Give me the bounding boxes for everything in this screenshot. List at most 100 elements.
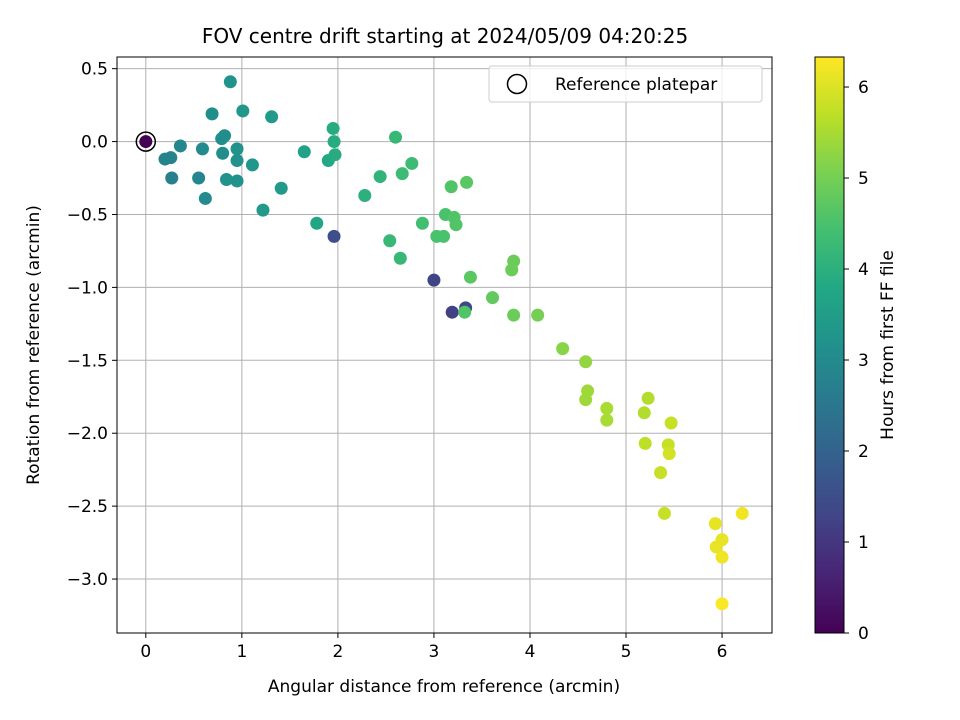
x-tick-label: 6: [717, 642, 728, 662]
data-point: [297, 145, 311, 159]
data-point: [437, 229, 451, 243]
colorbar-tick-label: 5: [858, 169, 869, 189]
data-point: [218, 129, 232, 143]
colorbar-gradient: [814, 56, 845, 634]
data-point: [460, 175, 474, 189]
data-point: [600, 401, 614, 415]
data-point: [507, 308, 521, 322]
data-point: [165, 171, 179, 185]
y-tick-label: −1.5: [67, 351, 108, 371]
chart-title: FOV centre drift starting at 2024/05/09 …: [202, 24, 688, 48]
legend-marker-icon: [506, 73, 528, 95]
data-point: [256, 203, 270, 217]
data-point: [274, 181, 288, 195]
data-point: [664, 416, 678, 430]
data-point: [638, 436, 652, 450]
data-point: [327, 229, 341, 243]
data-point: [327, 135, 341, 149]
data-point: [173, 139, 187, 153]
data-point: [405, 156, 419, 170]
data-point: [328, 148, 342, 162]
data-point: [230, 142, 244, 156]
colorbar-tick-label: 1: [858, 533, 869, 553]
data-point: [415, 216, 429, 230]
data-point: [393, 251, 407, 265]
data-point: [708, 517, 722, 531]
x-axis-label: Angular distance from reference (arcmin): [268, 677, 620, 697]
data-point: [449, 218, 463, 232]
data-point: [389, 130, 403, 144]
data-point: [556, 342, 570, 356]
colorbar-label: Hours from first FF file: [878, 250, 898, 440]
y-tick-label: 0.0: [81, 133, 108, 153]
grid: [117, 57, 772, 633]
data-point: [198, 191, 212, 205]
colorbar-tick-label: 6: [858, 78, 869, 98]
data-point: [205, 107, 219, 121]
data-point: [326, 121, 340, 135]
data-point: [219, 172, 233, 186]
colorbar-tick-label: 4: [858, 260, 869, 280]
data-point: [507, 254, 521, 268]
data-point: [579, 355, 593, 369]
data-point: [216, 146, 230, 160]
data-point: [654, 466, 668, 480]
data-point: [164, 151, 178, 165]
data-point: [637, 406, 651, 420]
x-tick-label: 1: [236, 642, 247, 662]
data-point: [383, 234, 397, 248]
y-tick-label: −1.0: [67, 278, 108, 298]
data-point: [230, 154, 244, 168]
x-tick-label: 0: [140, 642, 151, 662]
data-point: [139, 135, 153, 149]
x-tick-label: 2: [332, 642, 343, 662]
data-point: [657, 506, 671, 520]
data-point: [230, 174, 244, 188]
data-point: [600, 413, 614, 427]
y-tick-label: 0.5: [81, 60, 108, 80]
data-point: [715, 597, 729, 611]
data-point: [458, 305, 472, 319]
data-point: [395, 167, 409, 181]
plot-frame: [116, 56, 773, 634]
data-point: [373, 170, 387, 184]
x-tick-label: 5: [621, 642, 632, 662]
x-tick-label: 3: [429, 642, 440, 662]
data-point: [662, 447, 676, 461]
y-axis-ticks: 0.5 0.0 −0.5 −1.0 −1.5 −2.0 −2.5 −3.0: [67, 60, 117, 590]
data-point: [641, 391, 655, 405]
data-point: [715, 550, 729, 564]
y-tick-label: −2.5: [67, 497, 108, 517]
data-point: [223, 75, 237, 89]
y-tick-label: −3.0: [67, 570, 108, 590]
data-point: [444, 180, 458, 194]
scatter-points: [139, 75, 749, 611]
data-point: [265, 110, 279, 124]
legend: Reference platepar: [488, 65, 763, 103]
data-point: [195, 142, 209, 156]
data-point: [531, 308, 545, 322]
y-tick-label: −2.0: [67, 424, 108, 444]
y-axis-label: Rotation from reference (arcmin): [24, 205, 44, 485]
x-axis-ticks: 0 1 2 3 4 5 6: [140, 633, 727, 662]
data-point: [735, 506, 749, 520]
legend-entry-reference: Reference platepar: [555, 75, 717, 95]
reference-platepar-marker: [135, 131, 157, 152]
data-point: [192, 171, 206, 185]
colorbar-tick-label: 2: [858, 442, 869, 462]
colorbar: 0 1 2 3 4 5 6 Hours from first FF file: [814, 56, 898, 644]
data-point: [715, 533, 729, 547]
data-point: [236, 104, 250, 118]
data-point: [486, 291, 500, 305]
colorbar-tick-label: 3: [858, 351, 869, 371]
data-point: [358, 189, 372, 203]
data-point: [445, 305, 459, 319]
reference-marker-group: [135, 131, 157, 152]
data-point: [581, 384, 595, 398]
data-point: [245, 158, 259, 172]
colorbar-ticks: 0 1 2 3 4 5 6: [844, 78, 869, 644]
data-point: [427, 273, 441, 287]
data-point: [310, 216, 324, 230]
y-tick-label: −0.5: [67, 205, 108, 225]
